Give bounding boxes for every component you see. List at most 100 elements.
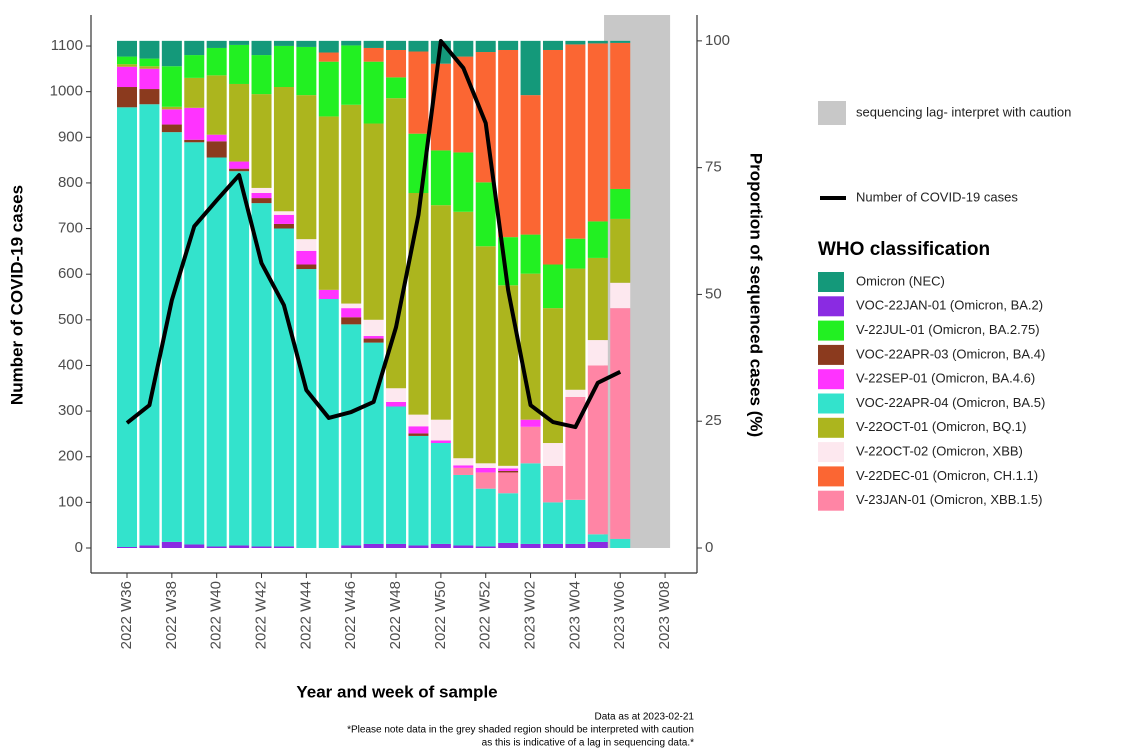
y2-tick-label: 0 — [705, 539, 713, 556]
y2-tick-label: 25 — [705, 412, 722, 429]
bar-segment — [341, 303, 362, 309]
bar-segment — [139, 58, 160, 67]
legend-swatch — [818, 490, 844, 511]
bar-segment — [542, 49, 563, 265]
bar-segment — [206, 546, 227, 548]
bar-segment — [408, 414, 429, 427]
bar-segment — [610, 42, 631, 189]
bar-segment — [587, 541, 608, 548]
bar-segment — [273, 228, 294, 547]
bar-segment — [184, 55, 205, 78]
bar-segment — [206, 47, 227, 76]
legend-label: V-22DEC-01 (Omicron, CH.1.1) — [856, 468, 1038, 483]
bar-segment — [498, 470, 519, 473]
bar-segment — [318, 298, 339, 548]
bar-segment — [542, 264, 563, 309]
y2-axis-title: Proportion of sequenced cases (%) — [747, 153, 766, 437]
bar-segment — [542, 40, 563, 50]
y-tick-label: 700 — [58, 220, 83, 237]
bar-segment — [363, 61, 384, 124]
bar-segment — [117, 64, 137, 67]
bar-segment — [117, 56, 137, 65]
bar-segment — [363, 40, 384, 48]
bar-segment — [475, 246, 496, 464]
bar-segment — [498, 49, 519, 238]
y-tick-label: 300 — [58, 402, 83, 419]
bar-segment — [453, 465, 474, 468]
y-tick-label: 400 — [58, 356, 83, 373]
bar-segment — [386, 401, 407, 407]
y-tick-label: 900 — [58, 128, 83, 145]
bar-segment — [542, 502, 563, 544]
bar-segment — [206, 157, 227, 547]
legend-swatch — [818, 417, 844, 438]
x-tick-label: 2022 W52 — [477, 581, 494, 649]
bar-segment — [117, 87, 137, 108]
bar-segment — [296, 250, 317, 265]
bar-segment — [251, 198, 272, 204]
bar-segment — [565, 396, 586, 500]
y2-tick-label: 100 — [705, 32, 730, 49]
bar-segment — [542, 443, 563, 466]
bar-segment — [386, 40, 407, 50]
bar-segment — [587, 257, 608, 341]
bar-segment — [498, 285, 519, 466]
bar-segment — [117, 66, 137, 88]
legend-label: V-23JAN-01 (Omicron, XBB.1.5) — [856, 492, 1042, 507]
bar-segment — [498, 542, 519, 548]
bar-segment — [341, 40, 362, 46]
bar-segment — [587, 221, 608, 258]
bar-segment — [229, 83, 250, 162]
bar-segment — [184, 139, 205, 143]
bar-segment — [520, 463, 541, 544]
note: as this is indicative of a lag in sequen… — [482, 738, 694, 749]
y-tick-label: 1100 — [51, 37, 83, 54]
x-axis-title: Year and week of sample — [296, 682, 497, 701]
legend-label: Number of COVID-19 cases — [856, 189, 1018, 204]
legend-label: Omicron (NEC) — [856, 273, 945, 288]
bar-segment — [408, 51, 429, 134]
bar-segment — [520, 419, 541, 427]
bar-segment — [475, 488, 496, 547]
bar-segment — [251, 187, 272, 194]
legend-swatch — [818, 101, 846, 125]
bar-segment — [251, 40, 272, 56]
bar-segment — [498, 465, 519, 469]
bar-segment — [273, 45, 294, 88]
bar-segment — [475, 472, 496, 489]
bar-segment — [117, 546, 137, 548]
bar-segment — [273, 40, 294, 46]
y-tick-label: 800 — [58, 174, 83, 191]
x-tick-label: 2022 W38 — [163, 581, 180, 649]
bar-segment — [296, 95, 317, 240]
legend-label: V-22OCT-01 (Omicron, BQ.1) — [856, 419, 1027, 434]
legend-label: VOC-22APR-03 (Omicron, BA.4) — [856, 346, 1045, 361]
y-tick-label: 200 — [58, 448, 83, 465]
bar-segment — [498, 472, 519, 494]
bar-segment — [430, 205, 451, 420]
bar-segment — [341, 324, 362, 546]
x-tick-label: 2022 W50 — [432, 581, 449, 649]
bar-segment — [318, 61, 339, 117]
bar-segment — [273, 223, 294, 229]
legend-swatch — [818, 344, 844, 365]
y-tick-label: 600 — [58, 265, 83, 282]
bar-segment — [610, 218, 631, 283]
bar-segment — [610, 308, 631, 539]
bar-segment — [408, 433, 429, 436]
note: Data as at 2023-02-21 — [594, 712, 694, 723]
bar-segment — [318, 52, 339, 62]
bar-segment — [408, 545, 429, 548]
bar-segment — [296, 40, 317, 47]
x-tick-label: 2023 W04 — [566, 581, 583, 649]
bar-segment — [565, 499, 586, 544]
bar-segment — [184, 107, 205, 140]
bar-segment — [273, 214, 294, 224]
bar-segment — [229, 168, 250, 172]
bar-segment — [117, 40, 137, 57]
legend-label: V-22SEP-01 (Omicron, BA.4.6) — [856, 371, 1035, 386]
bar-segment — [475, 467, 496, 473]
legend-swatch — [818, 369, 844, 390]
bar-segment — [363, 336, 384, 339]
